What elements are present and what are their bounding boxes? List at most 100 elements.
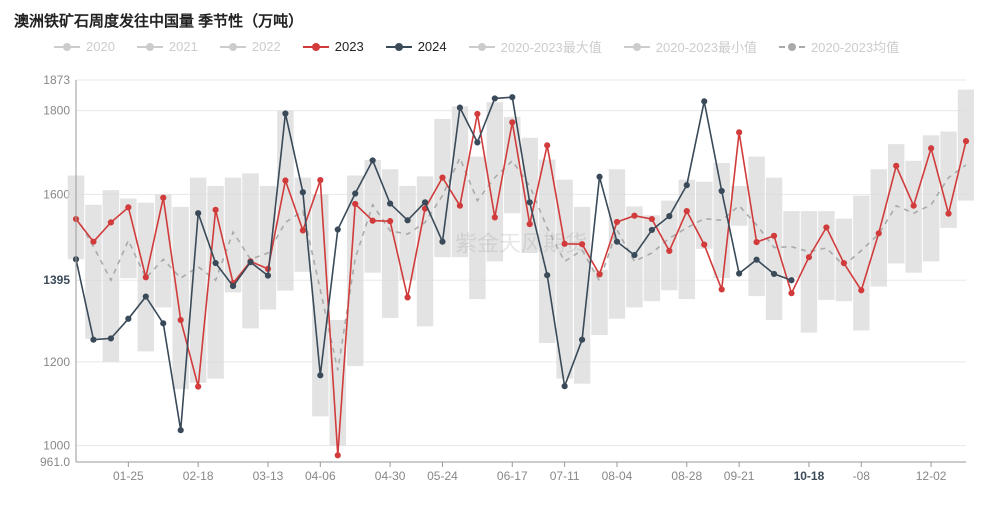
marker (562, 384, 567, 389)
marker (353, 201, 358, 206)
marker (108, 336, 113, 341)
marker (859, 288, 864, 293)
marker (457, 203, 462, 208)
marker (91, 337, 96, 342)
marker (894, 163, 899, 168)
marker (300, 228, 305, 233)
marker (754, 257, 759, 262)
y-tick-label: 1600 (43, 187, 70, 201)
legend: 2020 2021 2022 2023 2024 2020-2023最大值 2020-202… (54, 37, 975, 56)
legend-swatch (137, 41, 163, 53)
x-tick-label: 07-11 (550, 469, 580, 483)
marker (353, 191, 358, 196)
x-tick-label: 04-30 (375, 469, 406, 483)
marker (422, 200, 427, 205)
marker (283, 178, 288, 183)
range-bar (155, 194, 171, 307)
marker (562, 241, 567, 246)
chart-area: 961.0100012001395160018001873紫金天风期货01-25… (14, 62, 974, 502)
marker (737, 271, 742, 276)
marker (126, 205, 131, 210)
marker (876, 231, 881, 236)
legend-item[interactable]: 2020-2023均值 (779, 37, 899, 56)
x-tick-label: 10-18 (794, 469, 825, 483)
range-bar (364, 160, 380, 273)
marker (178, 428, 183, 433)
marker (196, 211, 201, 216)
marker (806, 255, 811, 260)
legend-swatch (469, 41, 495, 53)
marker (405, 218, 410, 223)
marker (579, 337, 584, 342)
marker (824, 225, 829, 230)
marker (335, 227, 340, 232)
marker (475, 140, 480, 145)
range-bar (731, 186, 747, 226)
line-chart-svg: 961.0100012001395160018001873紫金天风期货01-25… (14, 62, 974, 502)
marker (527, 221, 532, 226)
legend-item[interactable]: 2024 (386, 39, 447, 54)
legend-item[interactable]: 2020 (54, 39, 115, 54)
marker (370, 218, 375, 223)
legend-item[interactable]: 2020-2023最小值 (624, 37, 757, 56)
y-tick-label: 961.0 (40, 455, 70, 469)
marker (108, 220, 113, 225)
legend-label: 2021 (169, 39, 198, 54)
marker (771, 233, 776, 238)
marker (963, 139, 968, 144)
range-bar (958, 90, 974, 201)
legend-item[interactable]: 2023 (303, 39, 364, 54)
marker (737, 130, 742, 135)
marker (719, 287, 724, 292)
legend-swatch (779, 41, 805, 53)
range-bar (260, 186, 276, 310)
marker (492, 96, 497, 101)
range-bar (312, 194, 328, 416)
marker (318, 178, 323, 183)
marker (213, 207, 218, 212)
marker (91, 239, 96, 244)
marker (684, 209, 689, 214)
marker (841, 260, 846, 265)
x-tick-label: 08-28 (671, 469, 702, 483)
marker (719, 188, 724, 193)
marker (545, 273, 550, 278)
marker (196, 384, 201, 389)
range-bar (853, 196, 869, 331)
marker (667, 214, 672, 219)
marker (283, 111, 288, 116)
marker (143, 294, 148, 299)
range-bar (783, 211, 799, 278)
legend-item[interactable]: 2021 (137, 39, 198, 54)
legend-item[interactable]: 2020-2023最大值 (469, 37, 602, 56)
x-tick-label: 04-06 (305, 469, 336, 483)
legend-item[interactable]: 2022 (220, 39, 281, 54)
y-tick-label: 1395 (43, 273, 70, 287)
marker (440, 239, 445, 244)
marker (230, 283, 235, 288)
chart-title: 澳洲铁矿石周度发往中国量 季节性（万吨） (14, 10, 975, 31)
range-bar (679, 180, 695, 299)
y-tick-label: 1000 (43, 439, 70, 453)
marker (300, 190, 305, 195)
marker (667, 248, 672, 253)
marker (335, 453, 340, 458)
marker (126, 316, 131, 321)
marker (946, 211, 951, 216)
x-tick-label: 06-17 (497, 469, 528, 483)
x-tick-label: 08-04 (602, 469, 633, 483)
marker (178, 317, 183, 322)
marker (388, 219, 393, 224)
legend-label: 2020-2023均值 (811, 37, 899, 56)
marker (754, 239, 759, 244)
x-tick-label: 09-21 (724, 469, 755, 483)
marker (318, 373, 323, 378)
legend-label: 2020-2023最大值 (501, 37, 602, 56)
marker (213, 260, 218, 265)
marker (789, 278, 794, 283)
range-bar (120, 199, 136, 279)
marker (405, 295, 410, 300)
range-bar (469, 157, 485, 299)
marker (265, 273, 270, 278)
range-bar (923, 135, 939, 261)
